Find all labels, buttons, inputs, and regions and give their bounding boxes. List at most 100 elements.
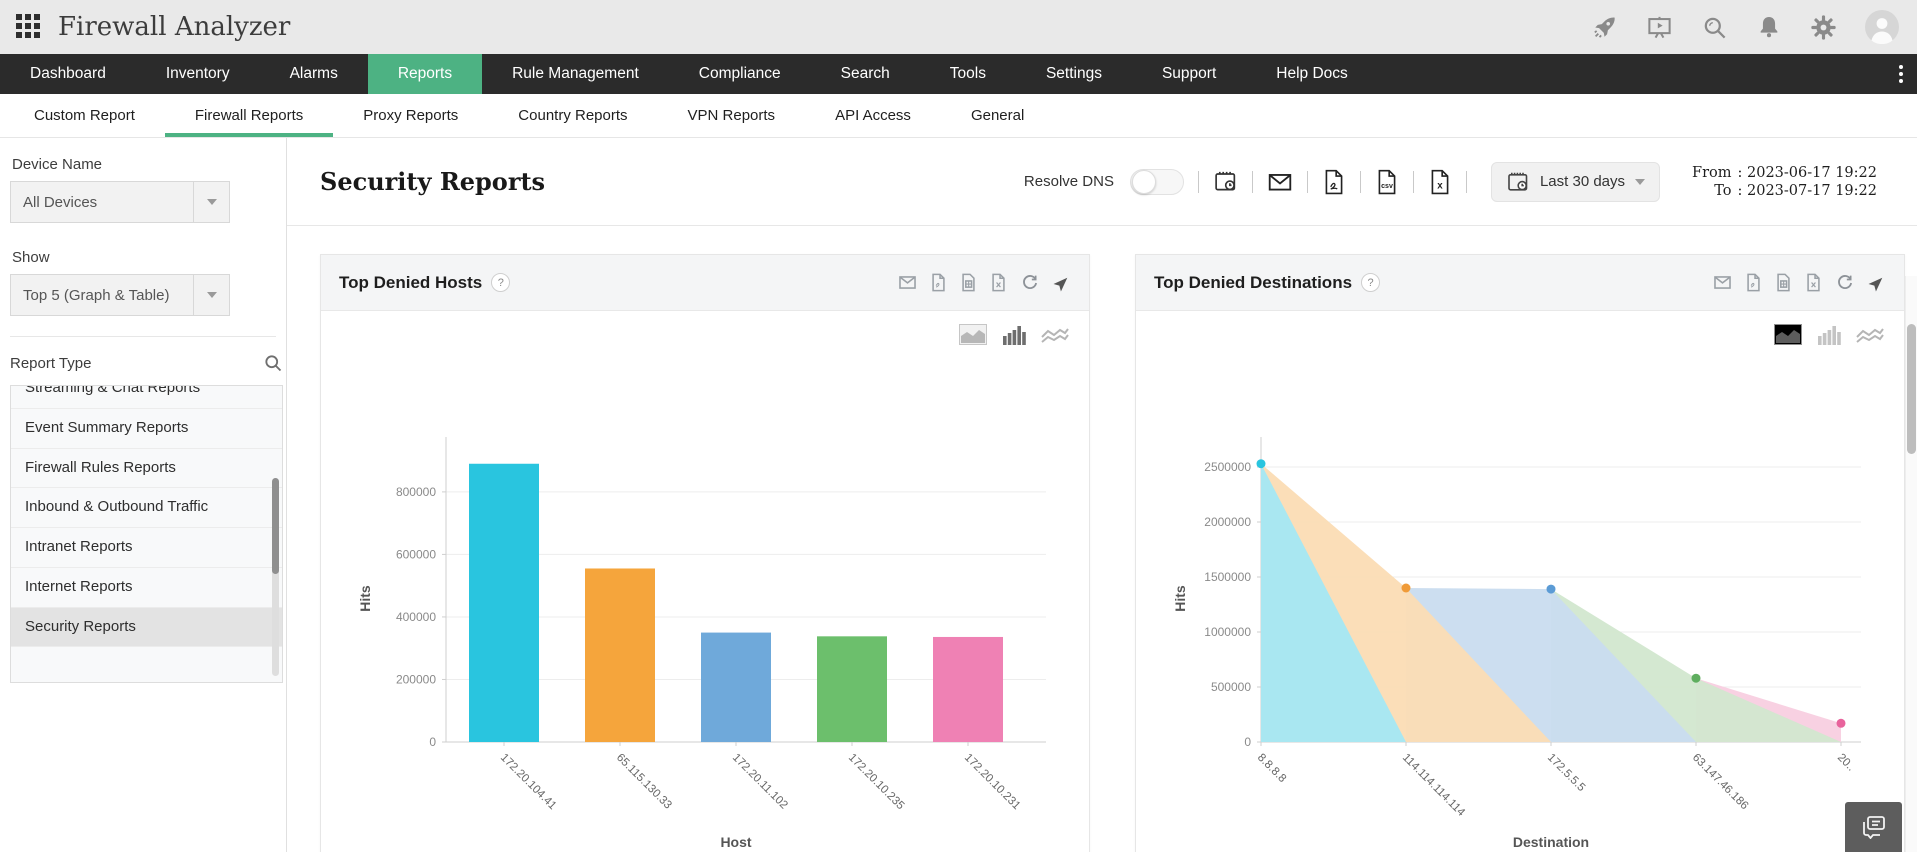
nav-item-tools[interactable]: Tools — [949, 65, 986, 82]
bar-172-20-11-102[interactable] — [701, 632, 771, 742]
svg-text:172.20.10.235: 172.20.10.235 — [846, 752, 906, 812]
report-type-item-event-summary-reports[interactable]: Event Summary Reports — [11, 409, 282, 449]
point-172-5-5-5[interactable] — [1546, 584, 1556, 594]
content: Security Reports Resolve DNS csv — [287, 138, 1917, 852]
excel-export-icon[interactable]: x — [1428, 169, 1452, 195]
page-scrollbar[interactable] — [1905, 276, 1917, 852]
search-icon[interactable] — [1701, 14, 1728, 41]
nav-item-reports[interactable]: Reports — [367, 54, 483, 94]
excel-export-icon[interactable] — [990, 273, 1007, 292]
chat-bubbles-icon — [1862, 816, 1885, 839]
subnav-tab-proxy-reports[interactable]: Proxy Reports — [363, 107, 459, 124]
pdf-export-icon[interactable] — [1322, 169, 1346, 195]
chart-type-area-icon[interactable] — [1774, 323, 1802, 345]
svg-text:2500000: 2500000 — [1204, 460, 1251, 474]
bar-172-20-10-235[interactable] — [817, 636, 887, 742]
bar-172-20-104-41[interactable] — [469, 463, 539, 742]
nav-item-dashboard[interactable]: Dashboard — [30, 65, 106, 82]
svg-text:500000: 500000 — [1211, 680, 1251, 694]
nav-item-search[interactable]: Search — [840, 65, 890, 82]
email-icon[interactable] — [1267, 169, 1293, 195]
subnav-tab-custom-report[interactable]: Custom Report — [34, 107, 135, 124]
list-scrollbar[interactable] — [272, 478, 279, 676]
report-type-search-icon[interactable] — [263, 353, 283, 373]
help-icon[interactable]: ? — [1361, 273, 1381, 292]
settings-gear-icon[interactable] — [1810, 14, 1837, 41]
apps-grid-icon[interactable] — [16, 14, 42, 40]
nav-item-alarms[interactable]: Alarms — [289, 65, 338, 82]
rocket-icon[interactable] — [1591, 14, 1618, 41]
feedback-chat-button[interactable] — [1845, 802, 1902, 852]
schedule-calendar-icon[interactable] — [1213, 169, 1238, 194]
report-export-icon[interactable] — [1775, 273, 1792, 292]
svg-text:400000: 400000 — [396, 610, 436, 624]
report-type-item-streaming-chat-reports[interactable]: Streaming & Chat Reports — [11, 386, 282, 409]
show-value: Top 5 (Graph & Table) — [23, 286, 170, 304]
pdf-export-icon[interactable] — [930, 273, 947, 292]
nav-item-compliance[interactable]: Compliance — [698, 65, 781, 82]
date-range-values: From : 2023-06-17 19:22 To : 2023-07-17 … — [1692, 164, 1877, 199]
nav-overflow-menu-icon[interactable] — [1899, 54, 1903, 94]
svg-text:63.147.46.186: 63.147.46.186 — [1690, 752, 1750, 812]
bar-172-20-10-231[interactable] — [933, 636, 1003, 742]
subnav-tab-firewall-reports[interactable]: Firewall Reports — [164, 94, 334, 137]
resolve-dns-toggle[interactable] — [1129, 168, 1184, 195]
navigate-icon[interactable] — [1053, 274, 1071, 292]
chart-type-line-icon[interactable] — [1041, 325, 1069, 344]
svg-text:x: x — [1437, 180, 1443, 191]
refresh-icon[interactable] — [1020, 273, 1040, 293]
nav-item-settings[interactable]: Settings — [1045, 65, 1102, 82]
card-top-denied-destinations: Top Denied Destinations ? — [1135, 254, 1905, 852]
report-export-icon[interactable] — [960, 273, 977, 292]
sidebar: Device Name All Devices Show Top 5 (Grap… — [0, 138, 287, 852]
to-value: 2023-07-17 19:22 — [1747, 182, 1877, 199]
report-type-item-firewall-rules-reports[interactable]: Firewall Rules Reports — [11, 449, 282, 489]
date-range-label: Last 30 days — [1539, 173, 1626, 190]
resolve-dns-label: Resolve DNS — [1023, 173, 1114, 190]
subnav-tab-general[interactable]: General — [970, 107, 1025, 124]
subnav-tab-vpn-reports[interactable]: VPN Reports — [687, 107, 776, 124]
nav-item-support[interactable]: Support — [1161, 65, 1217, 82]
bar-65-115-130-33[interactable] — [585, 568, 655, 742]
report-type-item-intranet-reports[interactable]: Intranet Reports — [11, 528, 282, 568]
date-range-picker[interactable]: Last 30 days — [1490, 161, 1661, 202]
csv-export-icon[interactable]: csv — [1375, 169, 1399, 195]
device-name-select[interactable]: All Devices — [10, 181, 230, 223]
chart-type-bar-icon[interactable] — [1817, 324, 1841, 345]
navigate-icon[interactable] — [1868, 274, 1886, 292]
report-type-item-security-reports[interactable]: Security Reports — [11, 607, 282, 648]
subnav-tab-api-access[interactable]: API Access — [835, 107, 911, 124]
svg-text:Hits: Hits — [1172, 585, 1188, 612]
chart-type-line-icon[interactable] — [1856, 325, 1884, 344]
chart-type-area-icon[interactable] — [959, 323, 987, 345]
svg-text:Hits: Hits — [357, 585, 373, 612]
svg-text:172.20.11.102: 172.20.11.102 — [730, 752, 790, 812]
notifications-bell-icon[interactable] — [1756, 14, 1782, 40]
svg-text:600000: 600000 — [396, 547, 436, 561]
svg-text:200000: 200000 — [396, 672, 436, 686]
device-name-value: All Devices — [23, 193, 98, 211]
nav-item-help-docs[interactable]: Help Docs — [1276, 65, 1348, 82]
subnav-tab-country-reports[interactable]: Country Reports — [518, 107, 628, 124]
nav-item-rule-management[interactable]: Rule Management — [512, 65, 639, 82]
svg-text:0: 0 — [1244, 735, 1251, 749]
account-avatar[interactable] — [1865, 10, 1899, 44]
pdf-export-icon[interactable] — [1745, 273, 1762, 292]
help-icon[interactable]: ? — [491, 273, 511, 292]
email-icon[interactable] — [1713, 273, 1732, 292]
email-icon[interactable] — [898, 273, 917, 292]
svg-text:172.20.104.41: 172.20.104.41 — [498, 752, 558, 812]
demo-player-icon[interactable] — [1646, 14, 1673, 41]
show-select[interactable]: Top 5 (Graph & Table) — [10, 274, 230, 316]
point-63-147-46-186[interactable] — [1691, 673, 1701, 683]
nav-item-inventory[interactable]: Inventory — [165, 65, 230, 82]
point-8-8-8-8[interactable] — [1256, 459, 1266, 469]
point-114-114-114-114[interactable] — [1401, 583, 1411, 593]
svg-text:172.5.5.5: 172.5.5.5 — [1545, 752, 1587, 794]
report-type-item-internet-reports[interactable]: Internet Reports — [11, 568, 282, 608]
chart-type-bar-icon[interactable] — [1002, 324, 1026, 345]
report-type-item-inbound-outbound-traffic[interactable]: Inbound & Outbound Traffic — [11, 488, 282, 528]
refresh-icon[interactable] — [1835, 273, 1855, 293]
point-20[interactable] — [1836, 718, 1846, 728]
excel-export-icon[interactable] — [1805, 273, 1822, 292]
